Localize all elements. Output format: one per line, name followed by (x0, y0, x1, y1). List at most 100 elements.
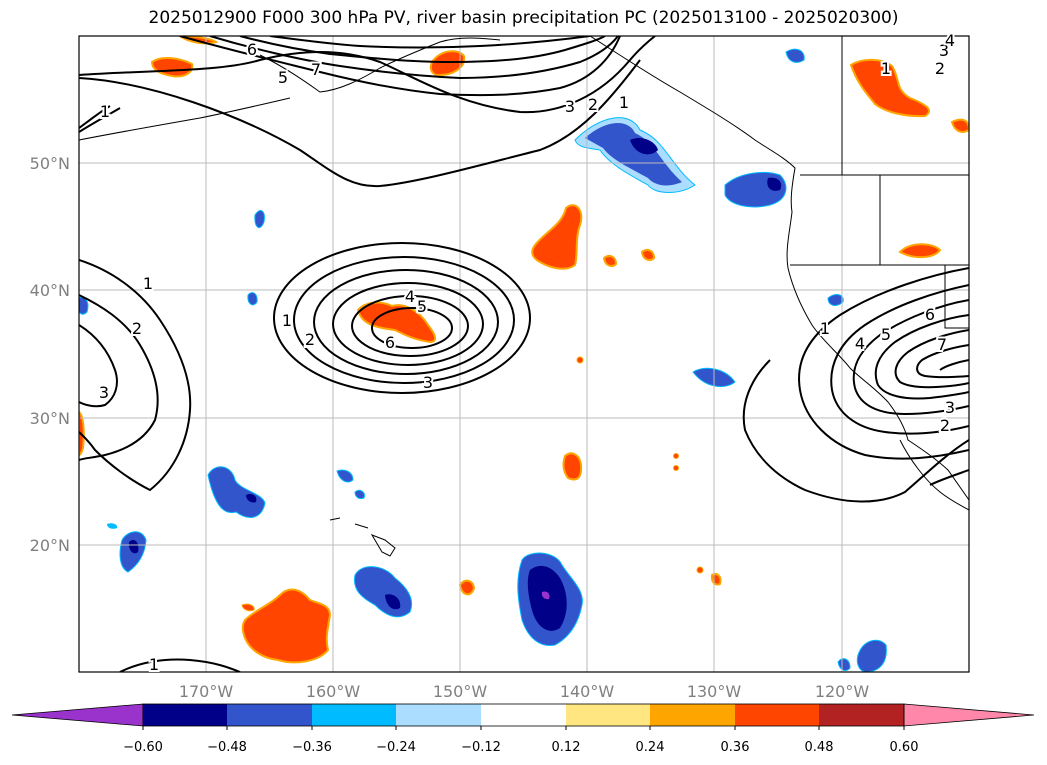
positive-precip-patch (710, 573, 722, 586)
negative-precip-patch (247, 292, 258, 306)
colorbar: −0.60 −0.48 −0.36 −0.24 −0.12 0.12 0.24 … (11, 703, 1035, 755)
lon-tick-label: 170°W (179, 682, 234, 701)
gridlines (79, 36, 969, 672)
pv-contour-label: 1 (881, 59, 891, 78)
north-america-coast (589, 36, 969, 501)
positive-precip-patch (898, 243, 942, 258)
positive-precip-dot (673, 465, 679, 471)
baja-california (899, 439, 969, 511)
pv-contour-east (916, 344, 969, 379)
negative-precip-patch (585, 122, 682, 186)
colorbar-swatch (819, 704, 904, 726)
colorbar-swatch (312, 704, 396, 726)
negative-precip-patch (246, 493, 257, 503)
colorbar-swatches (11, 703, 1035, 727)
pv-contour-east (830, 284, 969, 435)
pv-contour-label: 1 (143, 274, 153, 293)
pv-contour-label: 2 (132, 319, 142, 338)
pv-contour-central (293, 256, 515, 384)
negative-precip-patch (107, 523, 118, 529)
pv-contour-label: 7 (311, 60, 321, 79)
lat-tick-label: 50°N (30, 154, 70, 173)
negative-precip-patch (785, 48, 805, 63)
negative-precip-patch (827, 294, 844, 306)
pv-contour-label: 4 (945, 31, 955, 50)
lon-tick-label: 130°W (687, 682, 742, 701)
colorbar-swatch (481, 704, 566, 726)
colorbar-extend-min (11, 703, 144, 727)
pv-contour-south (929, 469, 969, 486)
lat-tick-label: 30°N (30, 409, 70, 428)
pv-contour-east (798, 267, 969, 460)
pv-contour-label: 6 (925, 305, 935, 324)
negative-precip-patch (207, 466, 266, 518)
positive-precip-patch (531, 204, 583, 270)
negative-precip-patch (630, 138, 658, 155)
positive-precip-patch (602, 255, 618, 267)
pv-contour-label: 5 (417, 297, 427, 316)
positive-precip-patch (950, 118, 969, 133)
pv-contour-south (119, 658, 241, 672)
pv-contour-north (209, 36, 619, 80)
negative-precip-patch (385, 594, 401, 610)
positive-precip-patch (458, 579, 476, 596)
colorbar-tick-label: 0.12 (552, 740, 581, 755)
positive-precip-patch (849, 58, 930, 118)
positive-precip-patch (241, 588, 332, 664)
pv-contour-central (332, 282, 484, 366)
colorbar-tick-label: 0.36 (721, 740, 750, 755)
lat-tick-label: 40°N (30, 281, 70, 300)
map-frame (78, 35, 970, 673)
hawaii-islands (329, 517, 396, 557)
positive-precip-dot (696, 566, 704, 574)
pv-contour-east (894, 329, 969, 389)
pv-contour-label: 7 (937, 335, 947, 354)
pv-contour-label: 3 (945, 398, 955, 417)
pv-contour-north (269, 36, 591, 49)
colorbar-tick-label: −0.60 (123, 740, 163, 755)
colorbar-tick-marks (142, 726, 905, 730)
pv-contour-north (179, 36, 621, 97)
pv-contour-label: 2 (935, 59, 945, 78)
colorbar-labels: −0.60 −0.48 −0.36 −0.24 −0.12 0.12 0.24 … (123, 740, 918, 755)
pv-contour-label: 2 (305, 330, 315, 349)
pv-contour-central (351, 295, 469, 357)
pv-contour-label: 1 (820, 319, 830, 338)
positive-precip-dot (673, 453, 679, 459)
pv-contour-north (239, 36, 606, 64)
pv-contour-north (79, 59, 641, 188)
positive-precip-patch (150, 56, 194, 78)
colorbar-tick-label: 0.24 (636, 740, 665, 755)
pv-contour-north (79, 105, 121, 133)
pv-contour-label: 4 (855, 334, 865, 353)
pv-contour-south (742, 359, 969, 503)
lon-tick-label: 140°W (560, 682, 615, 701)
positive-precip-patch (640, 249, 656, 261)
positive-precip-dot (576, 356, 584, 364)
alaska-coast (259, 37, 501, 93)
colorbar-swatch (396, 704, 481, 726)
colorbar-swatch (143, 704, 227, 726)
colorbar-border (142, 703, 905, 727)
negative-precip-patch (856, 639, 887, 672)
negative-precip-patch (767, 177, 782, 191)
pv-contour-label: 1 (281, 313, 291, 332)
pv-contour-central (371, 307, 453, 349)
pv-contour-label: 5 (881, 325, 891, 344)
pv-contour-label: 4 (405, 287, 415, 306)
pv-contour-central (273, 242, 531, 394)
pv-contour-east (874, 314, 969, 400)
state-border (790, 175, 969, 329)
pv-contour-east (939, 359, 969, 371)
colorbar-tick-label: −0.48 (207, 740, 247, 755)
colorbar-tick-label: −0.12 (461, 740, 501, 755)
pv-contour-west (79, 324, 118, 408)
colorbar-swatch (566, 704, 650, 726)
negative-precip-patch (128, 540, 139, 554)
pv-contour-label: 3 (565, 97, 575, 116)
colorbar-swatch (650, 704, 735, 726)
pv-contour-label-group-ne: 1 2 3 4 (879, 29, 957, 80)
lon-tick-label: 150°W (433, 682, 488, 701)
colorbar-swatch (735, 704, 819, 726)
pv-contour-label: 6 (385, 333, 395, 352)
